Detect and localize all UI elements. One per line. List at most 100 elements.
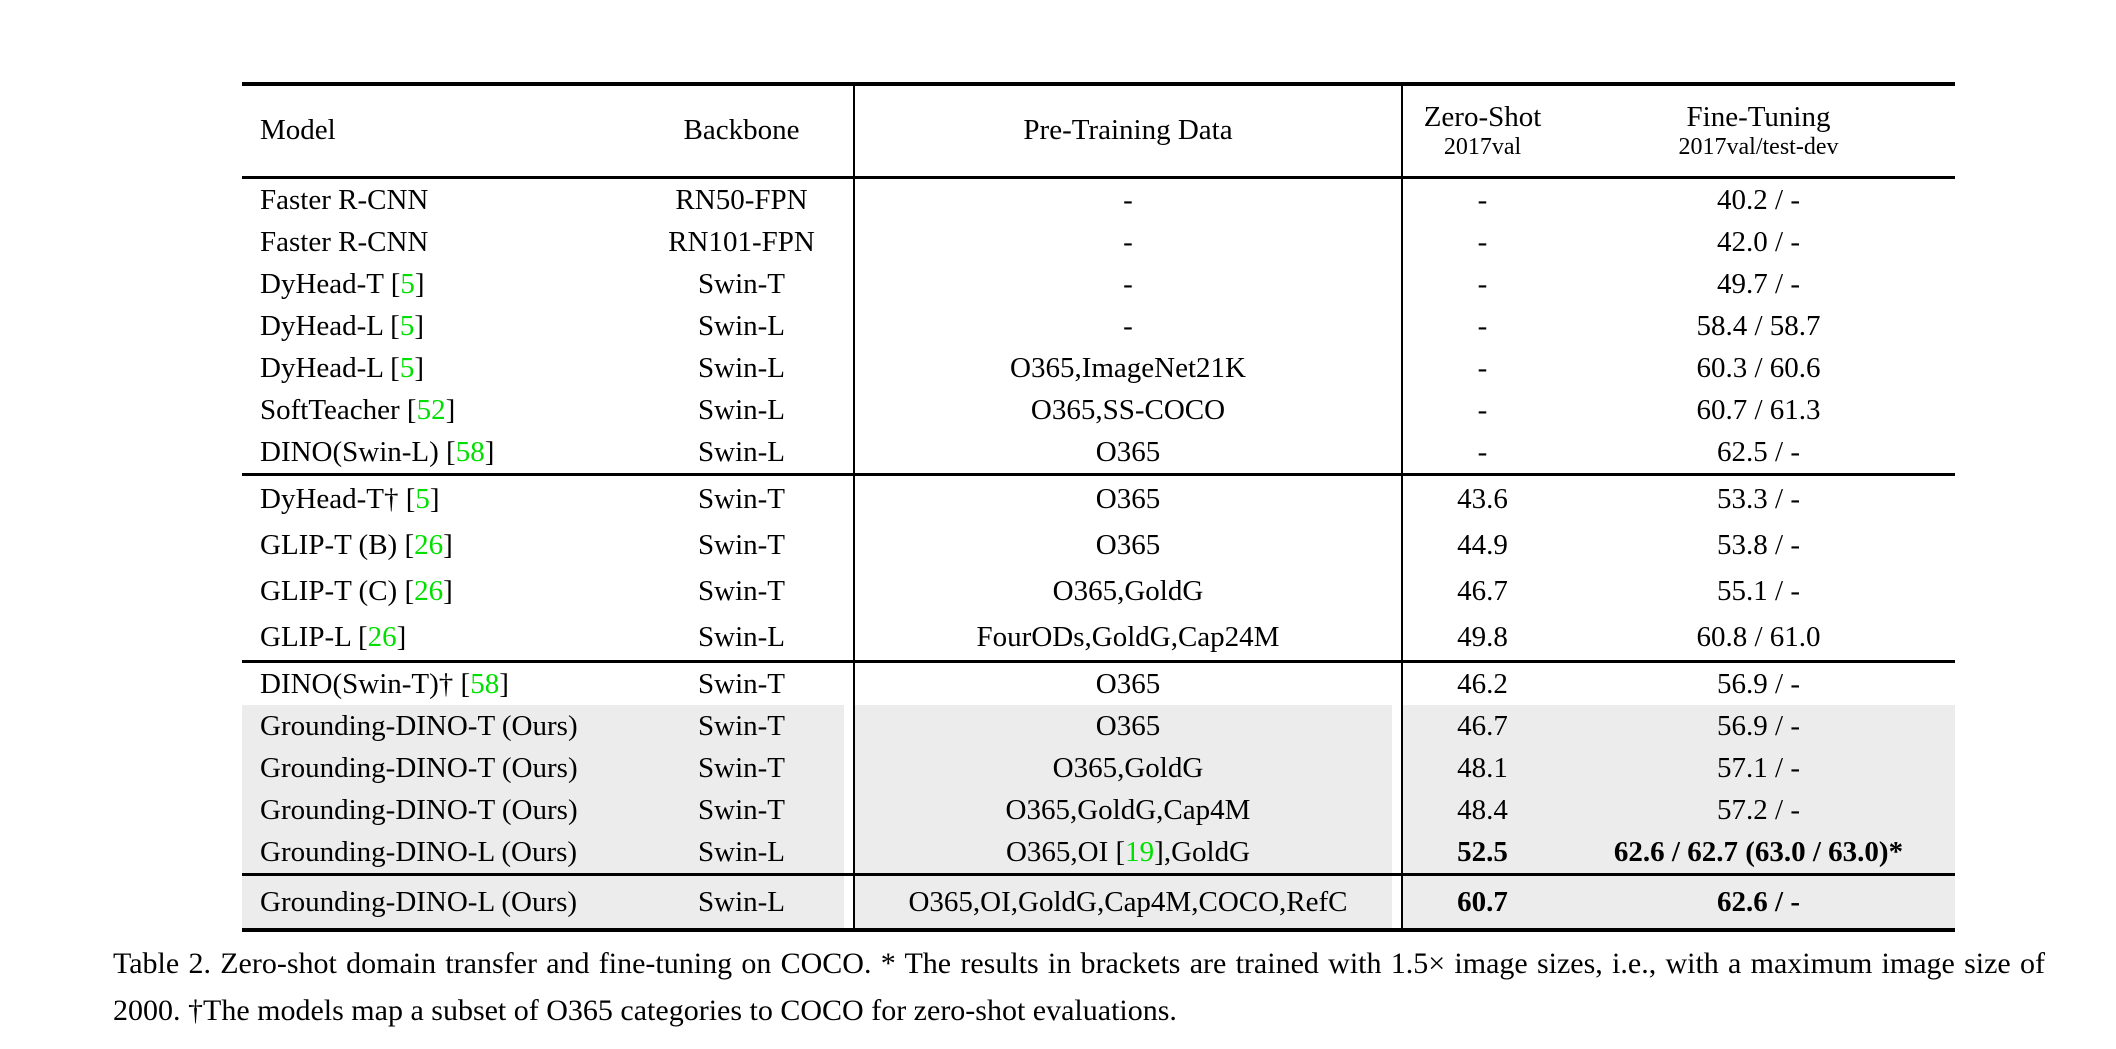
cell-fine-tuning: 62.6 / - [1562,874,1955,930]
cell-zero-shot: - [1477,393,1488,426]
cell-model: DINO(Swin-T)† [58] [260,667,509,700]
table-row: Grounding-DINO-T (Ours) Swin-T O365 46.7 56.… [242,705,1955,747]
cell-fine-tuning: 57.1 / - [1562,747,1955,789]
cell-fine-tuning: 60.7 / 61.3 [1696,393,1821,426]
cell-backbone: Swin-T [630,705,855,747]
cell-model: Faster R-CNN [260,225,429,258]
cell-model: DyHead-L [5] [260,351,425,384]
cell-model: Grounding-DINO-T (Ours) [242,747,630,789]
cell-fine-tuning: 53.3 / - [1717,482,1800,515]
cell-pretrain: O365,GoldG [854,568,1403,614]
citation-link[interactable]: 58 [455,435,485,468]
table-caption: Table 2. Zero-shot domain transfer and f… [113,947,2045,1027]
table-row: GLIP-T (C) [26] Swin-T O365,GoldG 46.7 55.1 … [242,568,1955,614]
table-block: DyHead-T† [5] Swin-T O365 43.6 53.3 / - GLIP-… [242,474,1955,662]
table-row: DINO(Swin-L) [58] Swin-L O365 - 62.5 / - [242,431,1955,475]
citation-link[interactable]: 58 [470,667,500,700]
cell-fine-tuning: 62.6 / 62.7 (63.0 / 63.0)* [1562,831,1955,875]
header-row: Model Backbone Pre-Training Data Zero-Sh… [242,84,1955,178]
cell-model: GLIP-L [26] [260,620,407,653]
cell-zero-shot: 48.4 [1402,789,1562,831]
cell-backbone: Swin-L [630,347,855,389]
cell-pretrain: O365 [854,474,1403,522]
cell-backbone: Swin-T [630,263,855,305]
cell-pretrain: O365 [854,705,1403,747]
table-block: Faster R-CNN RN50-FPN - -40.2 / - Faster R-C… [242,177,1955,475]
cell-fine-tuning: 62.5 / - [1717,435,1800,468]
cell-zero-shot: 46.7 [1402,705,1562,747]
cell-fine-tuning: 56.9 / - [1562,705,1955,747]
cell-backbone: Swin-T [630,522,855,568]
cell-model: DyHead-T† [5] [260,482,440,515]
column-header-zero-shot: Zero-Shot 2017val [1402,84,1562,178]
cell-model: Grounding-DINO-L (Ours) [242,874,630,930]
cell-pretrain: O365,GoldG,Cap4M [854,789,1403,831]
cell-model: GLIP-T (B) [26] [260,528,453,561]
cell-pretrain: - [854,305,1403,347]
cell-backbone: Swin-L [630,874,855,930]
table-row: DyHead-T [5] Swin-T - -49.7 / - [242,263,1955,305]
cell-fine-tuning: 55.1 / - [1717,574,1800,607]
cell-fine-tuning: 42.0 / - [1717,225,1800,258]
citation-link[interactable]: 26 [414,528,444,561]
cell-zero-shot: 43.6 [1457,482,1508,515]
cell-backbone: Swin-T [630,474,855,522]
cell-model: Grounding-DINO-T (Ours) [242,789,630,831]
paper-table-figure: Model Backbone Pre-Training Data Zero-Sh… [242,82,1955,932]
cell-backbone: Swin-L [630,389,855,431]
table-row: DINO(Swin-T)† [58] Swin-T O365 46.2 56.9 / - [242,661,1955,705]
cell-pretrain: O365,OI [19],GoldG [854,831,1403,875]
cell-fine-tuning: 49.7 / - [1717,267,1800,300]
citation-link[interactable]: 5 [399,309,415,342]
table-row: Grounding-DINO-L (Ours) Swin-L O365,OI,Gol… [242,874,1955,930]
table-row: GLIP-T (B) [26] Swin-T O365 44.9 53.8 / - [242,522,1955,568]
cell-backbone: Swin-T [630,568,855,614]
cell-zero-shot: 44.9 [1457,528,1508,561]
cell-fine-tuning: 56.9 / - [1717,667,1800,700]
table-header: Model Backbone Pre-Training Data Zero-Sh… [242,84,1955,178]
cell-pretrain: O365,SS-COCO [854,389,1403,431]
cell-backbone: RN101-FPN [630,221,855,263]
cell-pretrain: O365 [854,431,1403,475]
citation-link[interactable]: 5 [415,482,430,515]
citation-link[interactable]: 5 [400,267,415,300]
cell-zero-shot: - [1477,435,1488,468]
citation-link[interactable]: 5 [399,351,415,384]
cell-fine-tuning: 60.3 / 60.6 [1696,351,1821,384]
citation-link[interactable]: 52 [416,393,446,426]
cell-fine-tuning: 53.8 / - [1717,528,1800,561]
table-block: DINO(Swin-T)† [58] Swin-T O365 46.2 56.9 / -… [242,661,1955,875]
cell-model: Faster R-CNN [260,183,429,216]
cell-pretrain: - [854,221,1403,263]
cell-backbone: Swin-L [630,614,855,662]
column-header-sublabel: 2017val/test-dev [1678,133,1839,160]
column-header-model: Model [242,84,630,178]
cell-backbone: Swin-T [630,789,855,831]
table-row: DyHead-L [5] Swin-L O365,ImageNet21K - 60.3 … [242,347,1955,389]
citation-link[interactable]: 26 [367,620,397,653]
cell-pretrain: O365,GoldG [854,747,1403,789]
column-header-fine-tuning: Fine-Tuning 2017val/test-dev [1562,84,1955,178]
cell-model: DINO(Swin-L) [58] [260,435,495,468]
cell-zero-shot: 46.2 [1457,667,1508,700]
cell-zero-shot: 48.1 [1402,747,1562,789]
table-row: DyHead-L [5] Swin-L - -58.4 / 58.7 [242,305,1955,347]
cell-backbone: Swin-L [630,305,855,347]
table-row: Faster R-CNN RN101-FPN - -42.0 / - [242,221,1955,263]
table-block: Grounding-DINO-L (Ours) Swin-L O365,OI,Gol… [242,874,1955,930]
cell-zero-shot: 49.8 [1457,620,1508,653]
cell-fine-tuning: 58.4 / 58.7 [1696,309,1821,342]
table-row: GLIP-L [26] Swin-L FourODs,GoldG,Cap24M 49.… [242,614,1955,662]
column-header-label: Model [260,114,336,147]
cell-zero-shot: 46.7 [1457,574,1508,607]
column-header-pretrain-data: Pre-Training Data [854,84,1403,178]
cell-model: GLIP-T (C) [26] [260,574,453,607]
cell-model: Grounding-DINO-T (Ours) [242,705,630,747]
column-header-sublabel: 2017val [1443,133,1522,160]
cell-zero-shot: - [1477,183,1488,216]
table-row: Faster R-CNN RN50-FPN - -40.2 / - [242,177,1955,221]
cell-zero-shot: - [1477,225,1488,258]
citation-link[interactable]: 26 [414,574,444,607]
citation-link[interactable]: 19 [1125,835,1155,868]
table-row: SoftTeacher [52] Swin-L O365,SS-COCO - 60.7 … [242,389,1955,431]
